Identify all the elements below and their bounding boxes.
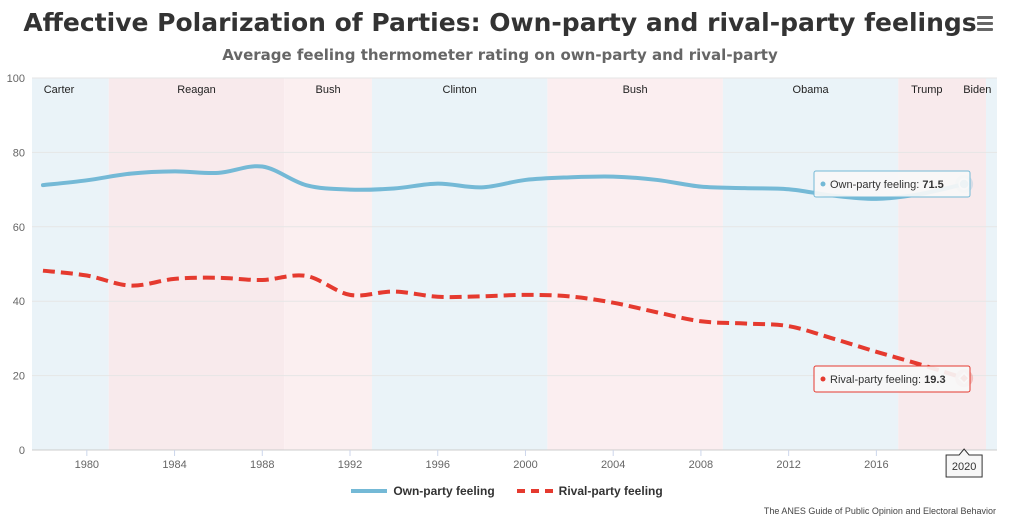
chart-legend: Own-party feeling Rival-party feeling xyxy=(0,484,1014,498)
x-tick-label: 2008 xyxy=(689,459,713,471)
x-tick-label: 1996 xyxy=(425,459,449,471)
tooltip-marker xyxy=(820,376,826,382)
series-line-own-party xyxy=(40,164,967,201)
tooltip-value: 19.3 xyxy=(924,374,945,386)
tooltip-text: Rival-party feeling: 19.3 xyxy=(830,374,946,386)
tooltips: Own-party feeling: 71.5 Rival-party feeli… xyxy=(813,170,983,478)
band-label-bush: Bush xyxy=(623,84,648,96)
band-label-trump: Trump xyxy=(911,84,942,96)
band-carter xyxy=(32,78,109,450)
grid-lines xyxy=(32,77,997,451)
presidency-bands: Carter Reagan Bush Clinton Bush Obama Trump Bid… xyxy=(32,78,997,450)
x-crosshair-text: 2020 xyxy=(952,461,976,473)
chart-subtitle: Average feeling thermometer rating on ow… xyxy=(222,46,778,64)
band-label-reagan: Reagan xyxy=(177,84,216,96)
hamburger-menu-icon[interactable] xyxy=(974,14,996,34)
y-tick-label: 100 xyxy=(7,73,25,85)
tooltip-own-party: Own-party feeling: 71.5 xyxy=(813,170,971,198)
tooltip-rival-party: Rival-party feeling: 19.3 xyxy=(813,365,971,393)
tooltip-box xyxy=(813,170,971,198)
band-obama xyxy=(722,78,899,450)
chart-title: Affective Polarization of Parties: Own-p… xyxy=(23,8,977,37)
x-crosshair-label: 2020 xyxy=(945,448,983,478)
x-tick-label: 1992 xyxy=(338,459,362,471)
tooltip-label: Rival-party feeling: xyxy=(830,374,924,386)
y-tick-label: 0 xyxy=(19,445,25,457)
band-biden xyxy=(986,78,997,450)
tooltip-label: Own-party feeling: xyxy=(830,179,922,191)
x-tick-label: 1988 xyxy=(250,459,274,471)
band-label-bush: Bush xyxy=(316,84,341,96)
band-bush xyxy=(547,78,723,450)
legend-item-own-party[interactable]: Own-party feeling xyxy=(351,484,495,498)
axes: 0 20 40 60 80 100 1980 1984 1988 1992 1996 2000 2004… xyxy=(7,73,965,471)
legend-swatch-rival-party xyxy=(516,489,553,493)
tooltip-text: Own-party feeling: 71.5 xyxy=(830,179,944,191)
band-bush xyxy=(284,78,372,450)
band-label-obama: Obama xyxy=(793,84,830,96)
series-line-rival-party xyxy=(42,268,965,381)
chart-credits[interactable]: The ANES Guide of Public Opinion and Ele… xyxy=(763,506,996,516)
tooltip-value: 71.5 xyxy=(922,179,943,191)
band-trump xyxy=(898,78,987,450)
legend-item-rival-party[interactable]: Rival-party feeling xyxy=(516,484,663,498)
y-tick-label: 20 xyxy=(13,371,25,383)
x-tick-label: 2016 xyxy=(864,459,888,471)
band-clinton xyxy=(371,78,548,450)
legend-swatch-own-party xyxy=(351,489,388,493)
y-tick-label: 80 xyxy=(13,147,25,159)
band-label-clinton: Clinton xyxy=(443,84,477,96)
tooltip-marker xyxy=(820,181,826,187)
x-tick-label: 1984 xyxy=(162,459,186,471)
tooltip-box xyxy=(813,365,971,393)
band-label-carter: Carter xyxy=(44,84,75,96)
x-crosshair-box xyxy=(945,448,983,478)
x-tick-label: 2004 xyxy=(601,459,625,471)
band-reagan xyxy=(108,78,285,450)
y-tick-label: 60 xyxy=(13,222,25,234)
x-tick-label: 1980 xyxy=(75,459,99,471)
band-label-biden: Biden xyxy=(963,84,991,96)
legend-label-own-party: Own-party feeling xyxy=(393,484,495,498)
y-tick-label: 40 xyxy=(13,296,25,308)
legend-label-rival-party: Rival-party feeling xyxy=(558,484,663,498)
x-tick-label: 2000 xyxy=(513,459,537,471)
x-tick-label: 2012 xyxy=(776,459,800,471)
